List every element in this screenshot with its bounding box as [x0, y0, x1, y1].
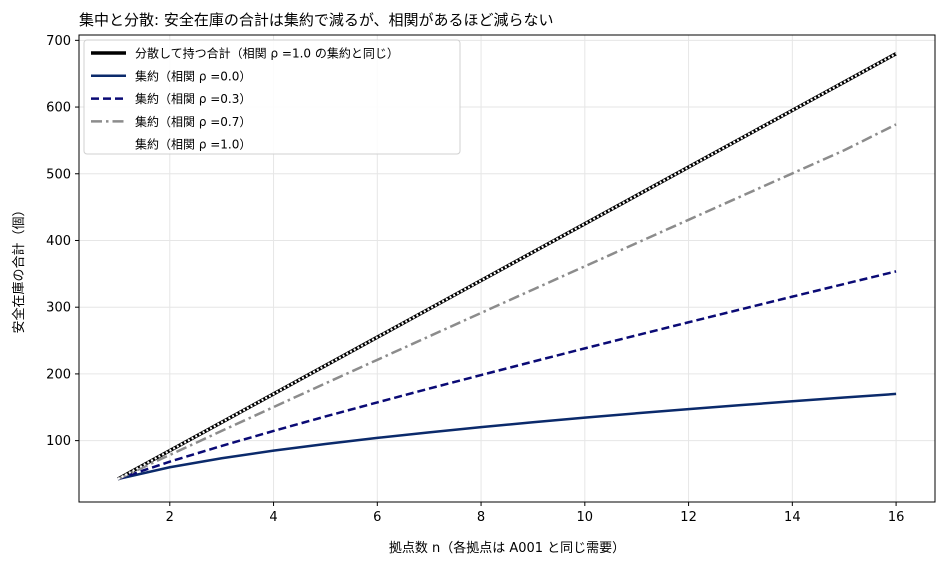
- legend-box: [83, 39, 461, 155]
- y-tick-label: 400: [46, 234, 71, 249]
- x-tick-label: 6: [373, 510, 381, 525]
- x-tick-label: 2: [166, 510, 174, 525]
- series-rho-0-0-legend-label: 集約（相関 ρ =0.0）: [135, 68, 251, 83]
- legend: 分散して持つ合計（相関 ρ =1.0 の集約と同じ） 集約（相関 ρ =0.0） 集…: [83, 39, 461, 155]
- x-tick-label: 12: [680, 510, 697, 525]
- series-rho-0-3-line: [117, 270, 897, 481]
- y-tick-label: 300: [46, 301, 71, 316]
- series-rho-0-7-line: [117, 123, 897, 481]
- series-rho-0-3-legend-label: 集約（相関 ρ =0.3）: [135, 91, 251, 106]
- y-tick-label: 500: [46, 167, 71, 182]
- chart-title: 集中と分散: 安全在庫の合計は集約で減るが、相関があるほど減らない: [79, 11, 554, 29]
- y-tick-label: 700: [46, 34, 71, 49]
- y-tick-label: 100: [46, 434, 71, 449]
- x-tick-label: 4: [269, 510, 277, 525]
- series-distributed-total-legend-label: 分散して持つ合計（相関 ρ =1.0 の集約と同じ）: [135, 46, 399, 61]
- x-axis-label: 拠点数 n（各拠点は A001 と同じ需要）: [389, 540, 625, 556]
- x-tick-label: 16: [888, 510, 905, 525]
- y-axis-label: 安全在庫の合計（個）: [11, 203, 27, 333]
- series-rho-1-0-line: [117, 52, 897, 480]
- plot-frame: [78, 34, 936, 503]
- series-rho-1-0-legend-label: 集約（相関 ρ =1.0）: [135, 137, 251, 152]
- axis-ticks: 2 4 6 8 10 12 14 16 100 200 300 400 500 600 700: [46, 34, 904, 525]
- y-tick-label: 600: [46, 101, 71, 116]
- x-tick-label: 10: [577, 510, 594, 525]
- series-rho-0-7-legend-label: 集約（相関 ρ =0.7）: [135, 114, 251, 129]
- y-tick-label: 200: [46, 367, 71, 382]
- x-tick-label: 8: [477, 510, 485, 525]
- series-rho-0-0-line: [117, 392, 897, 481]
- series-lines: [117, 52, 897, 481]
- x-tick-label: 14: [784, 510, 801, 525]
